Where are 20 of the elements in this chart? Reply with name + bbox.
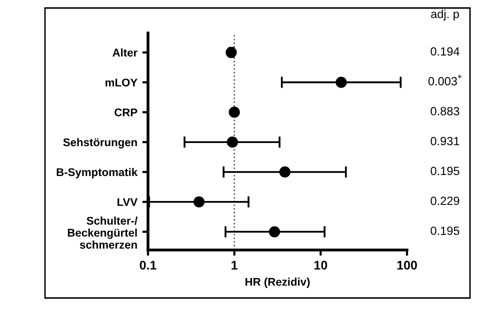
text: 0.195: [430, 226, 460, 235]
y-tick-label: B-Symptomatik: [56, 168, 138, 178]
text: adj. p: [431, 10, 459, 21]
x-tick-label: 10: [314, 260, 328, 270]
y-tick-label: Alter: [112, 48, 138, 57]
text: 0.931: [430, 136, 460, 146]
y-tick-label: mLOY: [106, 78, 138, 86]
text: 0.229: [430, 196, 460, 206]
text: 0.883: [430, 107, 460, 116]
x-tick-label: 1: [232, 260, 238, 270]
x-tick-label: 0.1: [140, 260, 156, 270]
y-tick-label: Sehstörungen: [63, 138, 137, 148]
x-axis-title: HR (Rezidiv): [246, 278, 310, 288]
text: 0.195: [430, 166, 460, 176]
text: 0.194: [430, 47, 460, 56]
y-tick-label: CRP: [114, 108, 138, 116]
x-tick-label: 100: [397, 260, 417, 270]
text: 0.003$^{*}$: [428, 74, 462, 86]
y-tick-label: LVV: [118, 198, 138, 206]
y-tick-label: Schulter-/ Beckengürtel schmerzen: [68, 216, 138, 249]
